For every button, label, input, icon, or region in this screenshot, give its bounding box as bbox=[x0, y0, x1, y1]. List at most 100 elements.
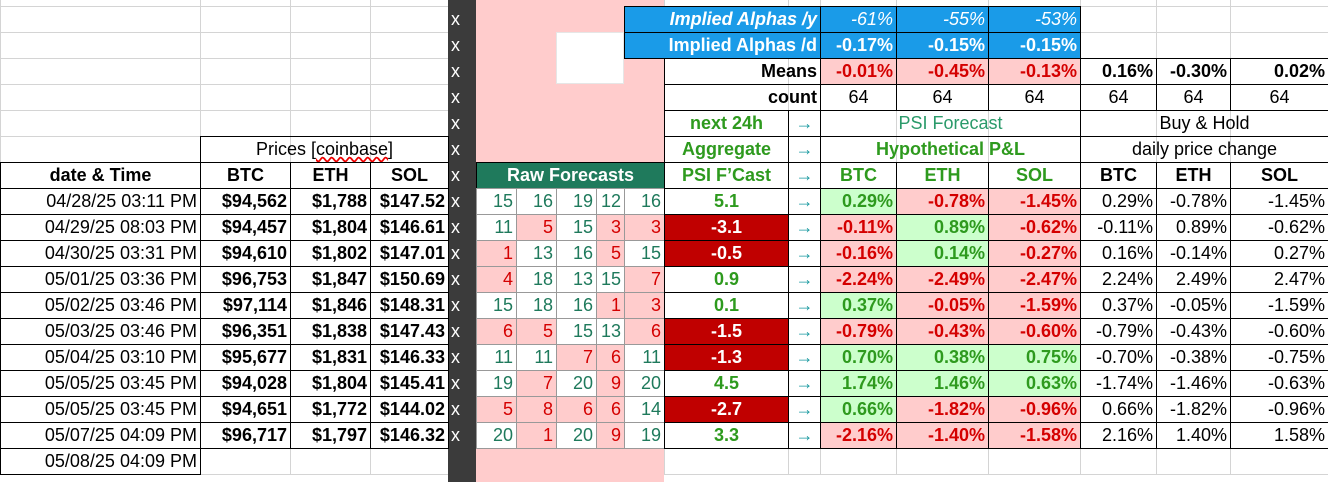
date: 05/07/25 04:09 PM bbox=[0, 422, 201, 449]
raw-forecast: 5 bbox=[516, 318, 557, 345]
date: 05/01/25 03:36 PM bbox=[0, 266, 201, 293]
price-change: -0.96% bbox=[1230, 396, 1328, 423]
count: 64 bbox=[1080, 84, 1157, 111]
price: $148.31 bbox=[370, 292, 449, 319]
price-change-text: 0.16% bbox=[1101, 243, 1153, 263]
price-text: $146.33 bbox=[379, 347, 445, 367]
raw-forecast: 8 bbox=[516, 396, 557, 423]
grid-cell bbox=[290, 58, 371, 85]
header-text: PSI Forecast bbox=[898, 113, 1003, 133]
price-change-text: -1.59% bbox=[1267, 295, 1325, 315]
pnl-text: 0.38% bbox=[933, 347, 985, 367]
price-change-text: -0.62% bbox=[1267, 217, 1325, 237]
pnl: -1.58% bbox=[988, 422, 1081, 449]
header-text: daily price change bbox=[1131, 139, 1278, 159]
raw-forecast: 1 bbox=[476, 240, 517, 267]
raw-forecast-text: 13 bbox=[572, 269, 593, 289]
raw-forecast-text: 16 bbox=[640, 191, 661, 211]
price-change-text: -0.60% bbox=[1267, 321, 1325, 341]
coin: SOL bbox=[988, 162, 1081, 189]
raw-forecast-text: 7 bbox=[542, 373, 553, 393]
price-change-text: -0.63% bbox=[1267, 373, 1325, 393]
raw-forecast: 6 bbox=[596, 396, 625, 423]
raw-forecast-text: 4 bbox=[502, 269, 513, 289]
grid-cell bbox=[1230, 32, 1328, 59]
marker: x bbox=[448, 58, 477, 85]
grid-cell bbox=[290, 448, 371, 475]
grid-cell bbox=[200, 448, 291, 475]
pnl-text: -1.59% bbox=[1019, 295, 1077, 315]
coin-text: BTC bbox=[1100, 165, 1137, 185]
pnl: 0.66% bbox=[820, 396, 897, 423]
psi-forecast: 4.5 bbox=[664, 370, 789, 397]
raw-forecast: 13 bbox=[556, 266, 597, 293]
mean: -0.45% bbox=[896, 58, 989, 85]
header: PSI Forecast bbox=[820, 110, 1081, 137]
pnl: 0.38% bbox=[896, 344, 989, 371]
price: $145.41 bbox=[370, 370, 449, 397]
grid-cell bbox=[290, 32, 371, 59]
date: 05/04/25 03:10 PM bbox=[0, 344, 201, 371]
psi-forecast-text: -1.5 bbox=[710, 321, 743, 341]
price-text: $94,457 bbox=[221, 217, 287, 237]
raw-forecast-text: 20 bbox=[572, 373, 593, 393]
price-text: $146.32 bbox=[379, 425, 445, 445]
raw-forecast: 11 bbox=[476, 214, 517, 241]
psi-forecast-text: -0.5 bbox=[710, 243, 743, 263]
grid-cell bbox=[0, 32, 201, 59]
grid-cell bbox=[1080, 6, 1157, 33]
arrow-text: → bbox=[795, 217, 814, 237]
alpha-day-text: -0.17% bbox=[835, 35, 893, 55]
marker-text: x bbox=[451, 425, 460, 445]
marker-text: x bbox=[451, 165, 460, 185]
arrow: → bbox=[788, 188, 821, 215]
psi-forecast: -1.5 bbox=[664, 318, 789, 345]
arrow: → bbox=[788, 370, 821, 397]
price: $1,804 bbox=[290, 214, 371, 241]
grid-cell bbox=[0, 110, 201, 137]
arrow-text: → bbox=[795, 425, 814, 445]
marker-text: x bbox=[451, 321, 460, 341]
marker-text: x bbox=[451, 35, 460, 55]
pnl: 0.37% bbox=[820, 292, 897, 319]
raw-forecast: 5 bbox=[516, 214, 557, 241]
price-text: $94,610 bbox=[221, 243, 287, 263]
text: ] bbox=[388, 139, 394, 159]
raw-forecast: 20 bbox=[476, 422, 517, 449]
price-change-text: -0.38% bbox=[1169, 347, 1227, 367]
psi-forecast-text: 4.5 bbox=[713, 373, 740, 393]
arrow: → bbox=[788, 292, 821, 319]
count: 64 bbox=[988, 84, 1081, 111]
raw-forecast-text: 6 bbox=[650, 321, 661, 341]
raw-forecast-text: 14 bbox=[640, 399, 661, 419]
price-change-text: 2.24% bbox=[1101, 269, 1153, 289]
psi-forecast-text: -1.3 bbox=[710, 347, 743, 367]
coin-text: ETH bbox=[924, 165, 961, 185]
count-label: count bbox=[664, 84, 821, 111]
pnl: -0.05% bbox=[896, 292, 989, 319]
raw-forecast-text: 3 bbox=[650, 217, 661, 237]
arrow-text: → bbox=[795, 191, 814, 211]
raw-forecast-text: 12 bbox=[600, 191, 621, 211]
raw-forecast-text: 15 bbox=[600, 269, 621, 289]
psi-forecast: -2.7 bbox=[664, 396, 789, 423]
arrow-text: → bbox=[795, 373, 814, 393]
price-change-text: 1.58% bbox=[1273, 425, 1325, 445]
marker: x bbox=[448, 318, 477, 345]
price-change-text: 0.37% bbox=[1101, 295, 1153, 315]
pnl: 0.14% bbox=[896, 240, 989, 267]
price-change: 0.29% bbox=[1080, 188, 1157, 215]
raw-forecast-text: 3 bbox=[610, 217, 621, 237]
raw-forecast-text: 11 bbox=[642, 347, 661, 367]
raw-forecast: 15 bbox=[624, 240, 665, 267]
alpha-day-text: -0.15% bbox=[927, 35, 985, 55]
arrow: → bbox=[788, 110, 821, 137]
alpha-day: -0.15% bbox=[988, 32, 1081, 59]
pnl: -2.49% bbox=[896, 266, 989, 293]
raw-forecast: 16 bbox=[556, 292, 597, 319]
grid-cell bbox=[0, 136, 201, 163]
alpha-label: Implied Alphas /y bbox=[624, 6, 821, 33]
means-label-text: Means bbox=[760, 61, 817, 81]
alpha-year-text: -55% bbox=[942, 9, 985, 29]
arrow-text: → bbox=[795, 139, 814, 159]
